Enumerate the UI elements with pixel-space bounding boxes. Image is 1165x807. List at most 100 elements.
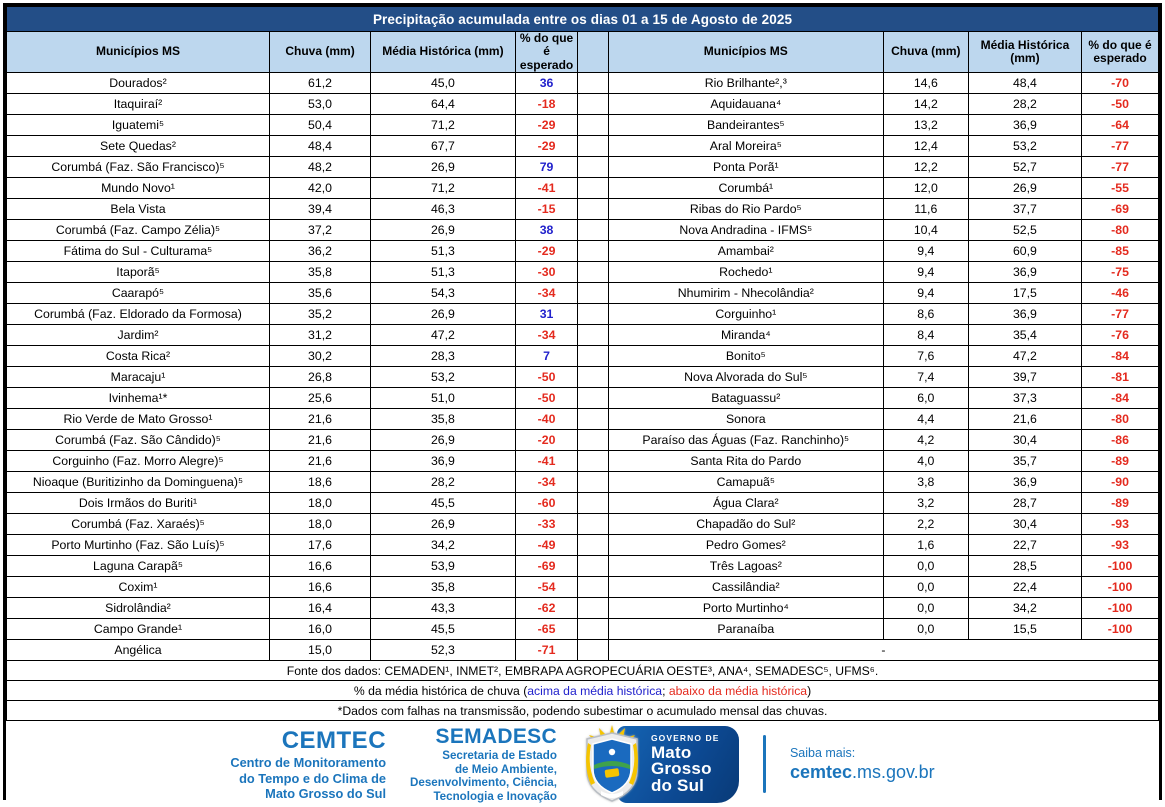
historical-average-cell: 28,3 [370, 345, 516, 368]
rain-value-cell: 48,4 [268, 135, 372, 158]
municipality-cell: Porto Murtinho⁴ [607, 597, 884, 620]
percent-expected-cell: -15 [514, 198, 579, 221]
percent-expected-cell: -50 [514, 387, 579, 410]
table-row: Porto Murtinho (Faz. São Luís)⁵ 17,6 34,2-… [6, 534, 1159, 557]
percent-expected-cell: -81 [1081, 366, 1159, 389]
historical-average-cell: 51,3 [370, 240, 516, 263]
percent-expected-cell: -50 [514, 366, 579, 389]
rain-value-cell: 26,8 [268, 366, 372, 389]
percent-expected-cell: -34 [514, 471, 579, 494]
col-header-pct-right: % do que é esperado [1081, 30, 1159, 74]
historical-average-cell: 28,2 [967, 93, 1083, 116]
percent-expected-cell: -85 [1081, 240, 1159, 263]
municipality-cell: Corumbá (Faz. Eldorado da Formosa) [6, 303, 270, 326]
percent-expected-cell: 38 [514, 219, 579, 242]
table-row: Maracaju¹ 26,8 53,2 -50 Nova Alvorada do Sul… [6, 366, 1159, 389]
municipality-cell: Rio Brilhante²,³ [607, 72, 884, 95]
percent-expected-cell: -41 [514, 450, 579, 473]
percent-expected-cell: -84 [1081, 387, 1159, 410]
table-gap-cell [577, 219, 609, 242]
historical-average-cell: 36,9 [967, 114, 1083, 137]
rain-value-cell: 8,4 [882, 324, 969, 347]
percent-expected-cell: -100 [1081, 576, 1159, 599]
governo-de-label: GOVERNO DE [650, 732, 720, 743]
mato-grosso-do-sul-label: Mato Grosso do Sul [650, 744, 723, 796]
gov-name-line: Grosso [650, 759, 712, 779]
municipality-cell: Corumbá (Faz. Xaraés)⁵ [6, 513, 270, 536]
historical-average-cell: 26,9 [370, 303, 516, 326]
table-row: Dois Irmãos do Buriti¹ 18,0 45,5 -60 Água Cl… [6, 492, 1159, 515]
rain-value-cell: 18,0 [268, 492, 372, 515]
percent-expected-cell: -34 [514, 282, 579, 305]
gov-name-line: do Sul [650, 776, 705, 796]
footer-brand-strip: CEMTEC Centro de Monitoramento do Tempo … [6, 721, 1159, 807]
municipality-cell: Iguatemi⁵ [6, 114, 270, 137]
semadesc-desc-line: Desenvolvimento, Ciência, [410, 776, 557, 790]
historical-average-cell: 43,3 [370, 597, 516, 620]
table-gap-cell [577, 72, 609, 95]
table-row: Mundo Novo¹ 42,0 71,2 -41 Corumbá¹ 12,0 26,9 -5… [6, 177, 1159, 200]
historical-average-cell: 37,7 [967, 198, 1083, 221]
percent-expected-cell: -54 [514, 576, 579, 599]
rain-value-cell: 21,6 [268, 429, 372, 452]
rain-value-cell: 8,6 [882, 303, 969, 326]
municipality-cell: Bataguassu² [607, 387, 884, 410]
percent-expected-cell: -100 [1081, 597, 1159, 620]
rain-value-cell: 16,6 [268, 555, 372, 578]
rain-value-cell: 31,2 [268, 324, 372, 347]
col-header-chuva-left: Chuva (mm) [268, 30, 372, 74]
historical-average-cell: 26,9 [967, 177, 1083, 200]
rain-value-cell: 0,0 [882, 597, 969, 620]
historical-average-cell: 53,9 [370, 555, 516, 578]
municipality-cell: Rio Verde de Mato Grosso¹ [6, 408, 270, 431]
municipality-cell: Rochedo¹ [607, 261, 884, 284]
table-row: Nioaque (Buritizinho da Dominguena)⁵ 18,6… [6, 471, 1159, 494]
rain-value-cell: 14,2 [882, 93, 969, 116]
rain-value-cell: 3,8 [882, 471, 969, 494]
historical-average-cell: 15,5 [967, 618, 1083, 641]
governo-ms-logo: GOVERNO DE Mato Grosso do Sul [581, 725, 739, 803]
rain-value-cell: 7,4 [882, 366, 969, 389]
rain-value-cell: 61,2 [268, 72, 372, 95]
municipality-cell: Costa Rica² [6, 345, 270, 368]
municipality-cell: Corumbá (Faz. São Cândido)⁵ [6, 429, 270, 452]
rain-value-cell: 21,6 [268, 450, 372, 473]
table-title: Precipitação acumulada entre os dias 01 … [6, 6, 1159, 32]
percent-expected-cell: -90 [1081, 471, 1159, 494]
percent-expected-cell: -80 [1081, 408, 1159, 431]
table-gap-cell [577, 177, 609, 200]
municipality-cell: Porto Murtinho (Faz. São Luís)⁵ [6, 534, 270, 557]
historical-average-cell: 60,9 [967, 240, 1083, 263]
percent-expected-cell: -89 [1081, 450, 1159, 473]
historical-average-cell: 64,4 [370, 93, 516, 116]
table-row: Itaquiraí² 53,0 64,4 -18 Aquidauana⁴ 14,2 28,2… [6, 93, 1159, 116]
semadesc-block: SEMADESC Secretaria de Estado de Meio Am… [410, 725, 557, 804]
cemtec-desc-line: do Tempo e do Clima de [239, 770, 387, 786]
table-row: Rio Verde de Mato Grosso¹ 21,6 35,8 -40 Sono… [6, 408, 1159, 431]
percent-expected-cell: -29 [514, 135, 579, 158]
percent-expected-cell: -20 [514, 429, 579, 452]
legend-separator: ; [662, 683, 669, 698]
municipality-cell: Paranaíba [607, 618, 884, 641]
saiba-mais-label: Saiba mais: [789, 745, 856, 760]
data-sources-note: Fonte dos dados: CEMADEN¹, INMET², EMBRA… [6, 660, 1159, 682]
historical-average-cell: 17,5 [967, 282, 1083, 305]
municipality-cell: Corumbá (Faz. São Francisco)⁵ [6, 156, 270, 179]
historical-average-cell: 47,2 [370, 324, 516, 347]
table-gap-cell [577, 114, 609, 137]
table-row: Corumbá (Faz. Campo Zélia)⁵ 37,2 26,9 38 Nov… [6, 219, 1159, 242]
rain-value-cell: 48,2 [268, 156, 372, 179]
historical-average-cell: 34,2 [370, 534, 516, 557]
table-gap-cell [577, 282, 609, 305]
percent-expected-cell: -77 [1081, 303, 1159, 326]
col-header-media-left: Média Histórica (mm) [370, 30, 516, 74]
historical-average-cell: 26,9 [370, 156, 516, 179]
historical-average-cell: 26,9 [370, 429, 516, 452]
cemtec-desc-line: Mato Grosso do Sul [265, 785, 387, 801]
col-header-media-right: Média Histórica (mm) [967, 30, 1083, 74]
col-header-municipios-right: Municípios MS [607, 30, 884, 74]
table-gap-cell [577, 93, 609, 116]
municipality-cell: Corguinho (Faz. Morro Alegre)⁵ [6, 450, 270, 473]
municipality-cell: Maracaju¹ [6, 366, 270, 389]
percent-expected-cell: -55 [1081, 177, 1159, 200]
